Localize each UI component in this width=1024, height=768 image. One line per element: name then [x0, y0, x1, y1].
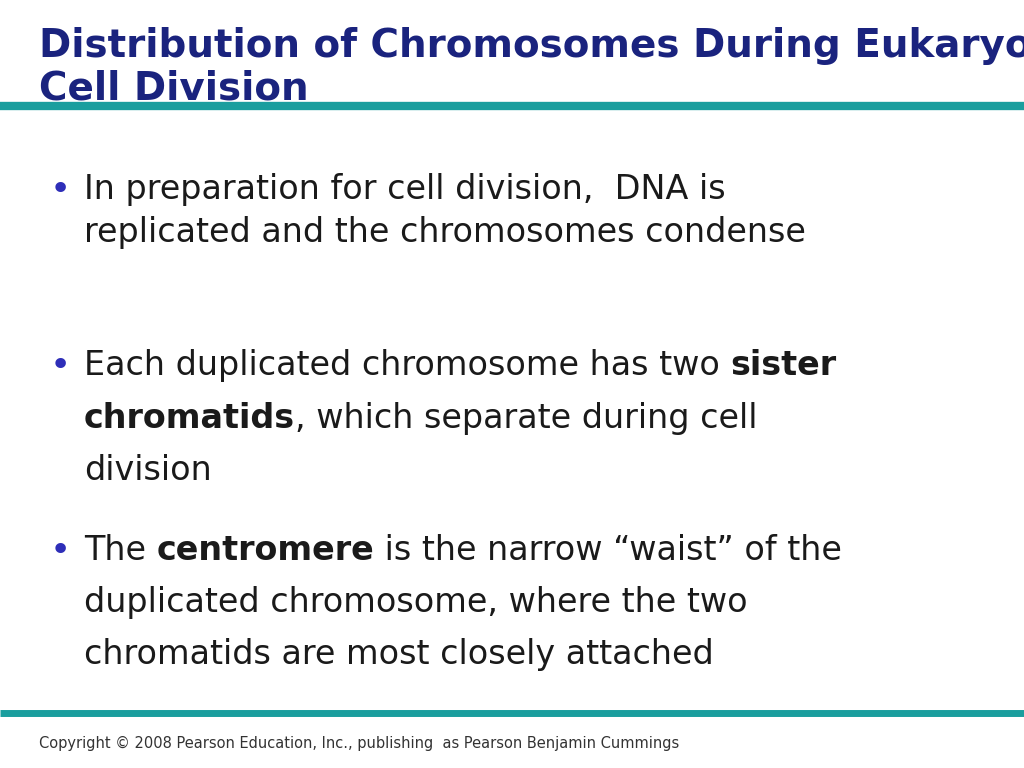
Text: centromere: centromere	[157, 534, 375, 567]
Text: •: •	[49, 173, 71, 207]
Text: Copyright © 2008 Pearson Education, Inc., publishing  as Pearson Benjamin Cummin: Copyright © 2008 Pearson Education, Inc.…	[39, 736, 679, 751]
Text: •: •	[49, 349, 71, 383]
Text: Each duplicated chromosome has two: Each duplicated chromosome has two	[84, 349, 730, 382]
Text: •: •	[49, 534, 71, 568]
Text: is the narrow “waist” of the: is the narrow “waist” of the	[375, 534, 842, 567]
Text: The: The	[84, 534, 157, 567]
Text: chromatids are most closely attached: chromatids are most closely attached	[84, 638, 714, 671]
Text: chromatids: chromatids	[84, 402, 295, 435]
Text: duplicated chromosome, where the two: duplicated chromosome, where the two	[84, 586, 748, 619]
Text: Distribution of Chromosomes During Eukaryotic
Cell Division: Distribution of Chromosomes During Eukar…	[39, 27, 1024, 108]
Text: In preparation for cell division,  DNA is
replicated and the chromosomes condens: In preparation for cell division, DNA is…	[84, 173, 806, 249]
Text: , which separate during cell: , which separate during cell	[295, 402, 758, 435]
Text: division: division	[84, 454, 212, 487]
Text: sister: sister	[730, 349, 837, 382]
